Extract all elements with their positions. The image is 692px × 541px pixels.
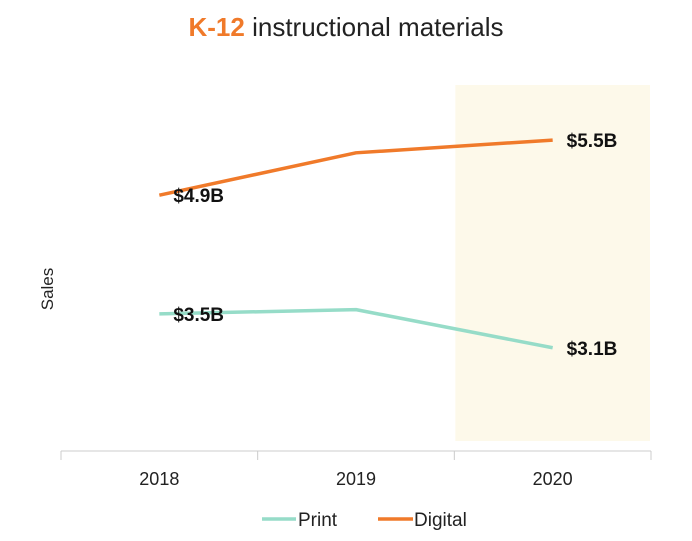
data-label-print-2020: $3.1B [567,339,618,360]
highlight-band-2020 [455,85,650,441]
x-axis-tick-labels: 2018 2019 2020 [139,469,572,489]
y-axis-label: Sales [38,268,57,311]
chart-title-main: instructional materials [252,12,503,42]
chart-title-emphasis: K-12 [188,12,244,42]
legend-label-digital: Digital [414,510,467,531]
x-tick-label-2019: 2019 [336,469,376,489]
x-axis-ticks [60,451,652,460]
data-label-print-2018: $3.5B [173,305,224,326]
chart-title-space [245,12,252,42]
legend-label-print: Print [298,510,338,531]
series-line-digital [158,138,553,197]
data-label-digital-2018: $4.9B [173,186,224,207]
legend: Print Digital [262,510,467,531]
x-tick-label-2018: 2018 [139,469,179,489]
series-line-print [159,307,553,350]
data-label-digital-2020: $5.5B [567,131,618,152]
chart-title: K-12 instructional materials [188,12,503,42]
x-tick-label-2020: 2020 [533,469,573,489]
